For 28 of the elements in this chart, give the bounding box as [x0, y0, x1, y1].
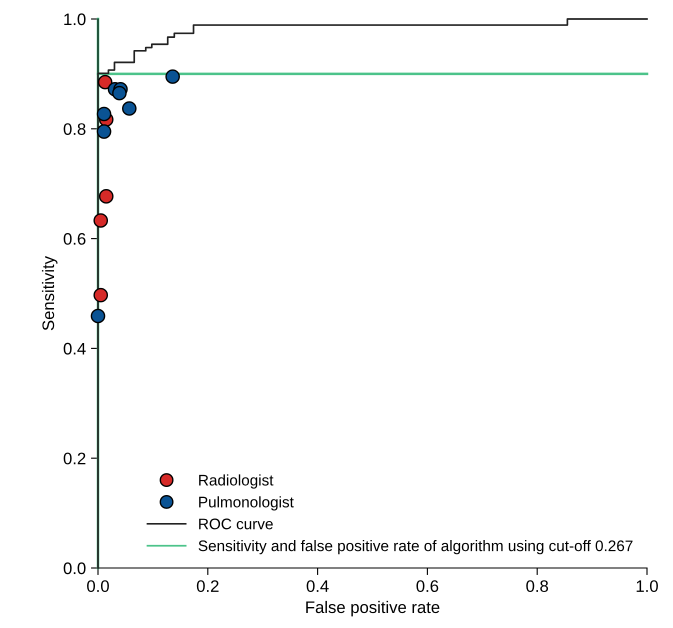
y-tick-label: 1.0 — [64, 13, 86, 26]
legend-label: Pulmonologist — [199, 496, 294, 510]
legend-label: Radiologist — [199, 474, 274, 489]
y-tick-label: 0.2 — [64, 452, 86, 464]
point — [90, 308, 106, 324]
point — [93, 288, 108, 302]
legend-label: ROC curve — [199, 518, 273, 530]
point — [122, 101, 137, 116]
x-tick-label: 0.4 — [306, 580, 329, 592]
x-axis-title: False positive rate — [306, 600, 440, 616]
y-axis-title: Sensitivity — [42, 256, 58, 330]
x-tick-label: 0.2 — [196, 580, 219, 592]
y-tick-label: 0.8 — [64, 123, 86, 136]
x-tick-label: 1.0 — [636, 580, 658, 592]
y-tick-label: 0.4 — [64, 342, 86, 355]
legend-label: Sensitivity and false positive rate of algorithm using cut-off 0.267 — [198, 540, 633, 554]
y-tick-label: 0.0 — [64, 562, 86, 574]
point — [93, 213, 108, 228]
y-tick-label: 0.6 — [64, 233, 86, 245]
point — [165, 69, 180, 84]
point — [96, 124, 112, 139]
point — [96, 106, 112, 122]
point — [112, 86, 127, 100]
point — [98, 189, 114, 204]
point — [98, 74, 112, 90]
x-tick-label: 0.8 — [526, 580, 548, 592]
x-tick-label: 0.0 — [87, 580, 109, 592]
x-tick-label: 0.6 — [416, 580, 438, 592]
